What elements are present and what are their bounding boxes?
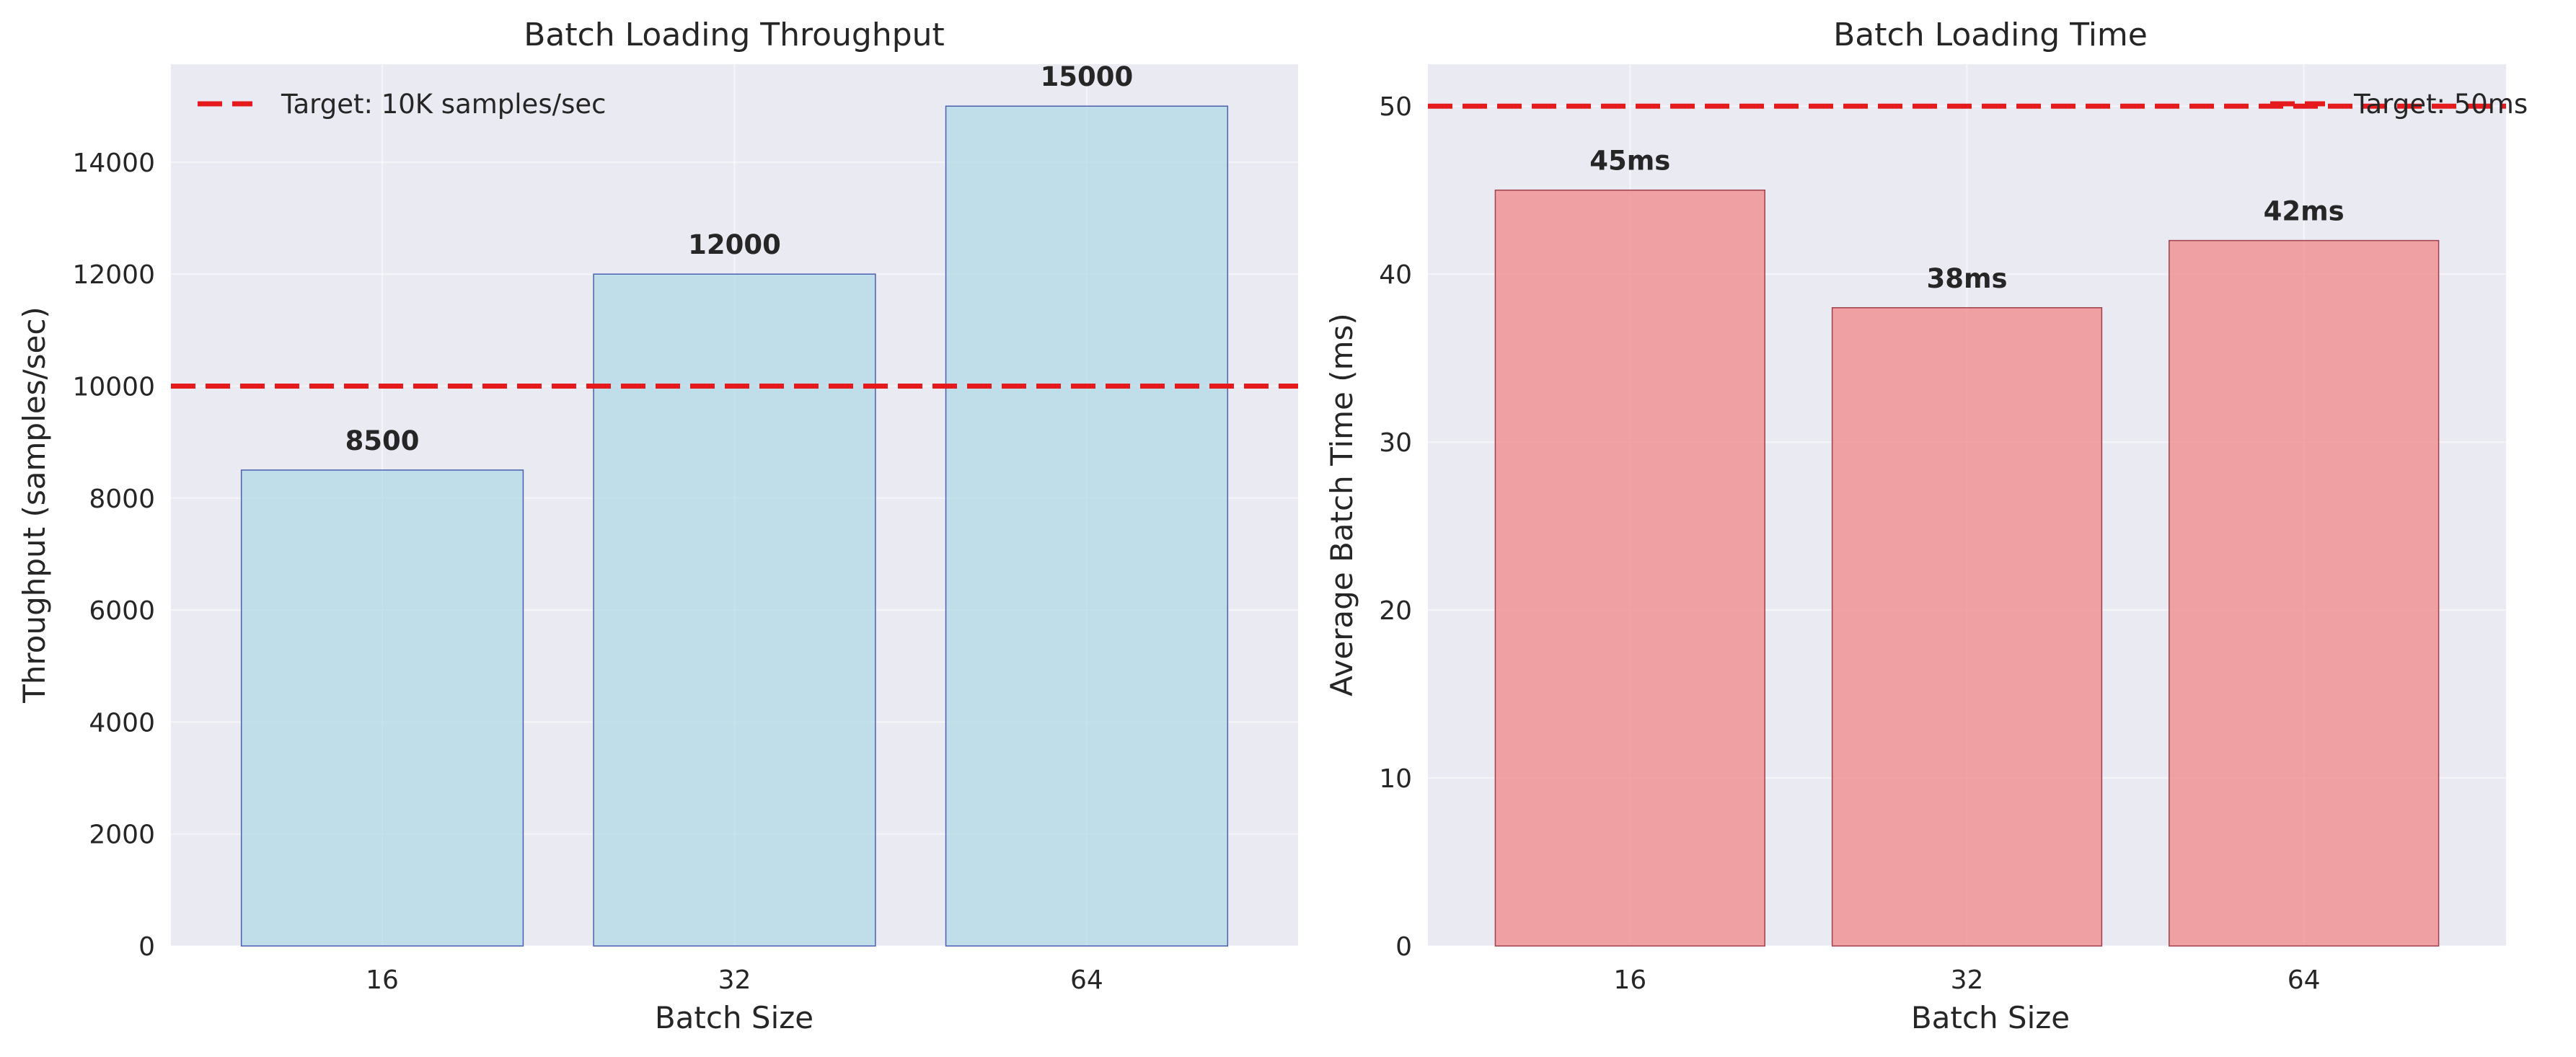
legend: Target: 10K samples/sec bbox=[198, 89, 606, 120]
y-tick-label: 40 bbox=[1379, 260, 1412, 290]
batch-time-chart: 45ms 38ms 42ms 0 10 20 30 40 50 16 32 64 Batch Lo… bbox=[1324, 17, 2528, 1035]
legend-entry-target: Target: 50ms bbox=[2353, 89, 2528, 120]
legend-entry-target: Target: 10K samples/sec bbox=[281, 89, 606, 120]
y-tick-label: 10 bbox=[1379, 764, 1412, 794]
x-axis-label: Batch Size bbox=[655, 1000, 813, 1035]
y-axis-label: Average Batch Time (ms) bbox=[1324, 313, 1359, 696]
y-tick-label: 8000 bbox=[89, 485, 155, 514]
x-tick-label: 16 bbox=[1613, 965, 1646, 995]
x-tick-label: 64 bbox=[1070, 965, 1103, 995]
x-axis-label: Batch Size bbox=[1911, 1000, 2070, 1035]
y-axis-label: Throughput (samples/sec) bbox=[17, 306, 52, 704]
y-tick-label: 20 bbox=[1379, 596, 1412, 626]
y-tick-label: 14000 bbox=[72, 149, 155, 178]
x-tick-label: 64 bbox=[2288, 965, 2321, 995]
y-tick-label: 30 bbox=[1379, 428, 1412, 458]
x-tick-label: 16 bbox=[366, 965, 399, 995]
y-tick-label: 0 bbox=[1395, 932, 1412, 962]
throughput-chart: 8500 12000 15000 0 2000 4000 6000 8000 10000 120… bbox=[17, 17, 1298, 1035]
y-tick-label: 12000 bbox=[72, 260, 155, 290]
data-label: 45ms bbox=[1589, 146, 1670, 177]
bar-16 bbox=[1494, 189, 1765, 947]
data-label: 8500 bbox=[345, 425, 420, 456]
y-tick-label: 10000 bbox=[72, 372, 155, 402]
bar-64 bbox=[2169, 239, 2440, 947]
data-label: 12000 bbox=[688, 229, 781, 260]
legend: Target: 50ms bbox=[2270, 89, 2528, 120]
x-tick-label: 32 bbox=[718, 965, 751, 995]
data-label: 15000 bbox=[1041, 61, 1134, 92]
y-tick-label: 50 bbox=[1379, 92, 1412, 122]
data-label: 42ms bbox=[2264, 196, 2345, 227]
y-tick-label: 4000 bbox=[89, 708, 155, 738]
y-tick-label: 6000 bbox=[89, 596, 155, 626]
bar-32 bbox=[593, 273, 876, 947]
bar-32 bbox=[1831, 307, 2103, 947]
y-tick-label: 0 bbox=[138, 932, 155, 962]
chart-title: Batch Loading Time bbox=[1833, 17, 2148, 53]
bar-16 bbox=[240, 469, 524, 947]
chart-title: Batch Loading Throughput bbox=[524, 17, 945, 53]
data-label: 38ms bbox=[1926, 263, 2007, 294]
y-tick-label: 2000 bbox=[89, 821, 155, 850]
x-tick-label: 32 bbox=[1951, 965, 1984, 995]
bar-64 bbox=[945, 105, 1229, 947]
